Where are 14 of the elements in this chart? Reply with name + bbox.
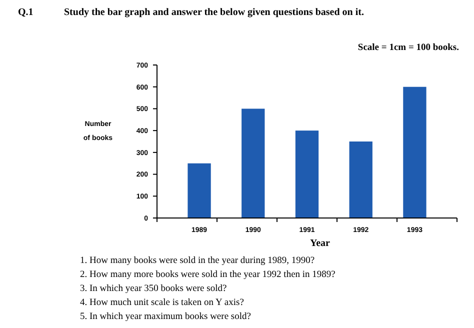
bar [188,163,211,218]
x-axis-title: Year [310,238,331,249]
chart-title: Study the bar graph and answer the below given questions based on it. [64,7,364,18]
bar [403,86,426,218]
text: 4. How much unit scale is taken on Y axis? [80,298,244,308]
text: 3. In which year 350 books were sold? [80,284,227,294]
bar [349,142,372,218]
text: 1. How many books were sold in the year during 1989, 1990? [80,256,315,266]
text: Scale = 1cm = 100 books. [358,43,459,53]
bar [295,130,319,218]
text: 2. How many more books were sold in the year 1992 then in 1989? [80,270,336,280]
text: Q.1 [18,7,34,18]
text: 5. In which year maximum books were sold? [80,312,251,322]
bar [242,108,265,218]
